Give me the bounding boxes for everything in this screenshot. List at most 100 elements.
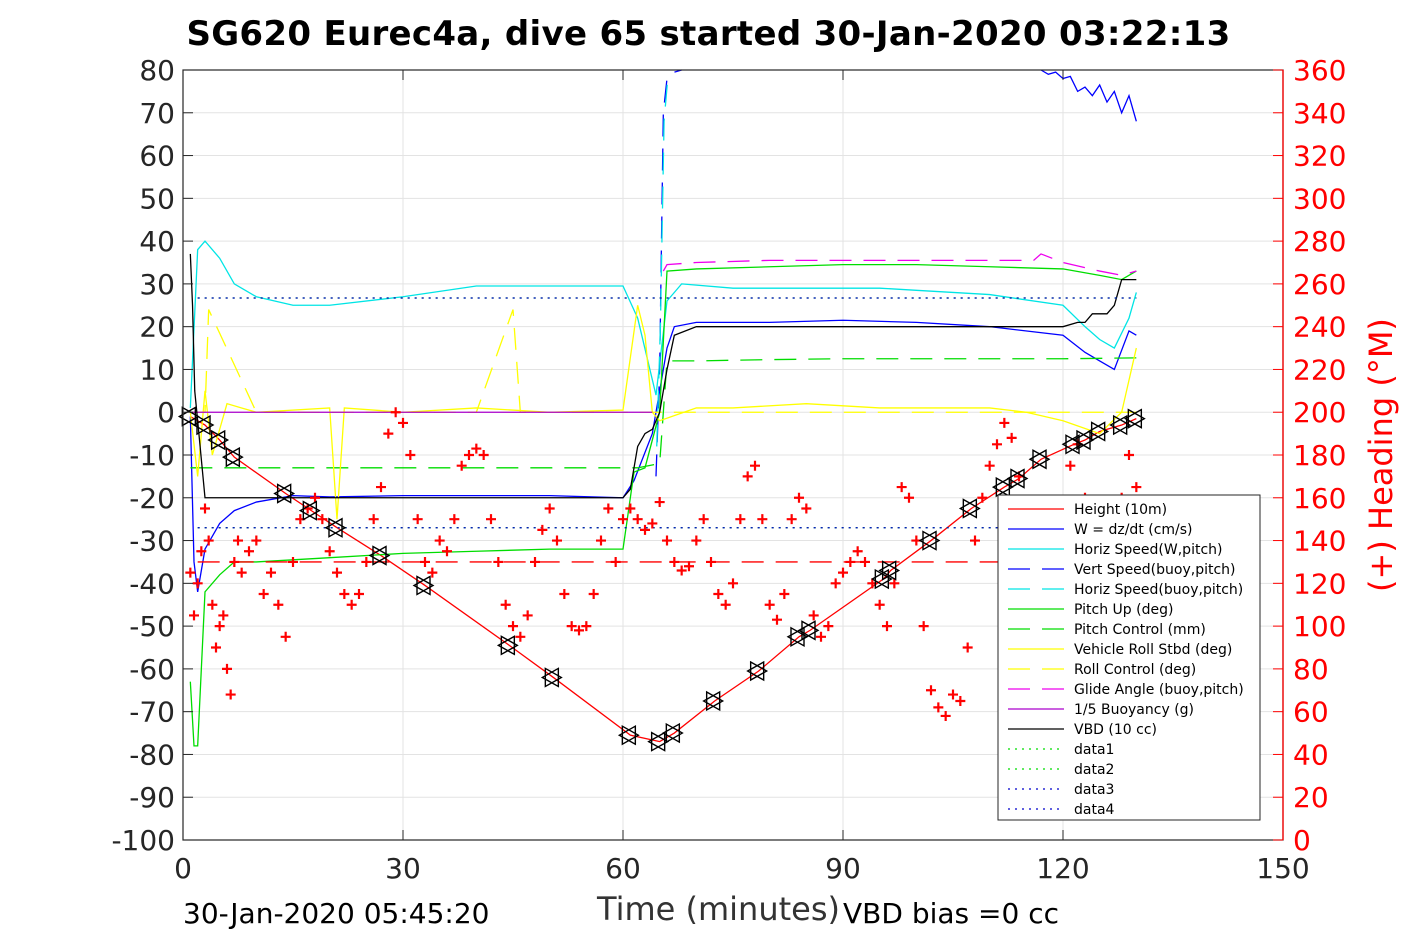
height-marker-rev [797, 620, 816, 641]
heading-point [486, 514, 496, 525]
legend-label: Pitch Control (mm) [1074, 622, 1206, 638]
heading-point [559, 589, 570, 600]
heading-point [640, 524, 650, 535]
legend-label: VBD (10 cc) [1074, 722, 1157, 738]
heading-point [420, 556, 430, 567]
y2-tick-label: 100 [1293, 610, 1346, 643]
series-line-6 [190, 357, 1137, 469]
heading-point [434, 535, 445, 546]
height-marker [1076, 429, 1095, 451]
x-axis-label: Time (minutes) [597, 890, 840, 928]
height-marker [544, 667, 563, 688]
heading-point [691, 535, 702, 546]
heading-point [273, 599, 284, 610]
heading-point [706, 556, 716, 567]
y2-tick-label: 0 [1293, 824, 1311, 857]
heading-point [192, 578, 203, 589]
heading-point [222, 663, 232, 674]
y-tick-label: -20 [129, 482, 175, 515]
heading-point [211, 642, 221, 653]
heading-point [948, 689, 958, 700]
heading-point [196, 546, 207, 557]
y2-tick-label: 120 [1293, 567, 1346, 600]
height-marker [372, 545, 391, 566]
y2-tick-label: 60 [1293, 696, 1329, 729]
height-marker-rev [412, 575, 431, 596]
y2-tick-label: 280 [1293, 225, 1346, 258]
height-marker-rev [746, 660, 765, 682]
height-marker-rev [958, 498, 978, 519]
heading-point [596, 535, 606, 546]
height-marker-rev [273, 483, 292, 504]
legend-label: data2 [1074, 762, 1114, 778]
y-tick-label: -90 [129, 781, 175, 814]
height-marker-rev [298, 500, 318, 521]
series-layer [189, 69, 1137, 747]
heading-point [236, 567, 247, 578]
heading-point [537, 524, 548, 535]
heading-point [332, 567, 342, 578]
marker-layer [177, 406, 1146, 752]
height-marker [416, 575, 435, 596]
heading-point [860, 556, 870, 567]
height-marker-rev [878, 560, 897, 581]
heading-point [251, 535, 262, 546]
heading-point [735, 514, 746, 525]
heading-point [654, 497, 665, 508]
heading-point [244, 546, 254, 557]
heading-point [662, 535, 672, 546]
y2-tick-label: 20 [1293, 781, 1329, 814]
heading-point [544, 503, 555, 514]
heading-point [324, 546, 335, 557]
height-marker-rev [1123, 408, 1143, 429]
height-marker [650, 731, 670, 752]
legend-label: data1 [1074, 742, 1114, 758]
height-marker-rev [496, 635, 516, 656]
heading-point [713, 589, 724, 600]
legend-label: Pitch Up (deg) [1074, 602, 1173, 618]
heading-point [508, 621, 518, 632]
y-tick-label: 40 [139, 225, 175, 258]
heading-point [354, 589, 364, 600]
height-marker [665, 722, 684, 744]
heading-point [889, 578, 900, 589]
y-tick-label: 20 [139, 311, 175, 344]
heading-point [794, 492, 804, 503]
heading-point [698, 514, 709, 525]
height-marker [962, 498, 981, 519]
height-marker-rev [1087, 421, 1106, 442]
heading-point [618, 514, 628, 525]
heading-point [610, 556, 621, 567]
y2-tick-label: 220 [1293, 353, 1346, 386]
heading-point [801, 503, 812, 514]
heading-point [258, 589, 269, 600]
heading-point [464, 450, 474, 460]
y2-tick-label: 180 [1293, 439, 1346, 472]
heading-point [852, 546, 863, 557]
legend-label: Height (10m) [1074, 502, 1167, 518]
height-marker-rev [221, 446, 241, 468]
heading-point [728, 578, 738, 589]
heading-point [632, 514, 643, 525]
heading-point [566, 621, 577, 632]
height-marker [276, 483, 296, 504]
legend-label: Roll Control (deg) [1074, 662, 1196, 678]
legend-label: Glide Angle (buoy,pitch) [1074, 682, 1244, 698]
y-tick-label: -30 [129, 525, 175, 558]
heading-point [214, 621, 225, 632]
heading-point [310, 492, 320, 503]
heading-point [412, 514, 423, 525]
series-line-11 [189, 253, 1137, 499]
series-line-8 [190, 309, 1137, 413]
legend-label: Horiz Speed(buoy,pitch) [1074, 582, 1243, 598]
y2-tick-label: 140 [1293, 525, 1346, 558]
height-marker-rev [1061, 434, 1080, 455]
heading-point [970, 535, 980, 546]
height-marker [1090, 421, 1110, 442]
heading-point [742, 471, 753, 482]
heading-point [882, 621, 892, 632]
y2-tick-label: 40 [1293, 738, 1329, 771]
y-tick-label: -80 [129, 738, 175, 771]
heading-point [764, 599, 775, 610]
y-tick-label: 50 [139, 182, 175, 215]
